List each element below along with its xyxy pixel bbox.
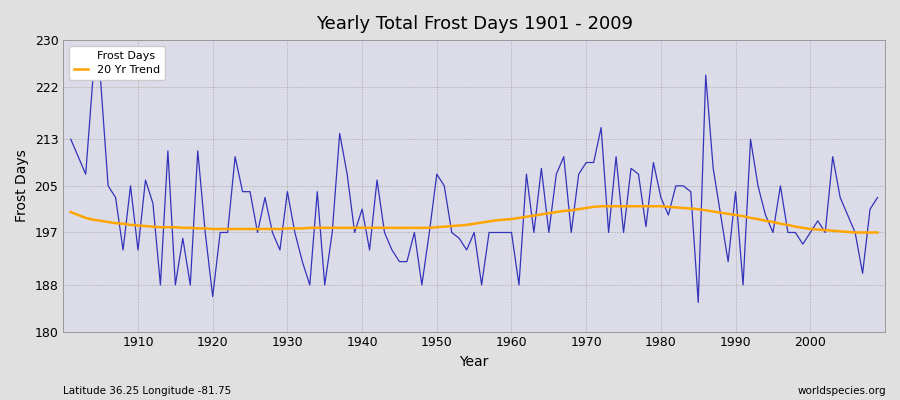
- 20 Yr Trend: [334, 226, 345, 230]
- Line: Frost Days: Frost Days: [71, 75, 878, 302]
- 20 Yr Trend: [125, 222, 136, 227]
- 20 Yr Trend: [872, 230, 883, 235]
- 20 Yr Trend: [603, 204, 614, 209]
- X-axis label: Year: Year: [460, 355, 489, 369]
- Frost Days: [342, 172, 353, 176]
- 20 Yr Trend: [850, 230, 860, 235]
- Text: worldspecies.org: worldspecies.org: [798, 386, 886, 396]
- Legend: Frost Days, 20 Yr Trend: Frost Days, 20 Yr Trend: [68, 46, 166, 80]
- Line: 20 Yr Trend: 20 Yr Trend: [71, 206, 878, 232]
- Text: Latitude 36.25 Longitude -81.75: Latitude 36.25 Longitude -81.75: [63, 386, 231, 396]
- 20 Yr Trend: [499, 217, 509, 222]
- 20 Yr Trend: [506, 217, 517, 222]
- Title: Yearly Total Frost Days 1901 - 2009: Yearly Total Frost Days 1901 - 2009: [316, 15, 633, 33]
- Frost Days: [66, 137, 77, 142]
- Frost Days: [603, 230, 614, 235]
- Y-axis label: Frost Days: Frost Days: [15, 150, 29, 222]
- Frost Days: [132, 248, 143, 252]
- Frost Days: [514, 282, 525, 287]
- Frost Days: [693, 300, 704, 305]
- Frost Days: [297, 259, 308, 264]
- 20 Yr Trend: [596, 204, 607, 209]
- 20 Yr Trend: [290, 226, 301, 231]
- Frost Days: [872, 195, 883, 200]
- Frost Days: [506, 230, 517, 235]
- 20 Yr Trend: [66, 210, 77, 214]
- Frost Days: [88, 73, 99, 78]
